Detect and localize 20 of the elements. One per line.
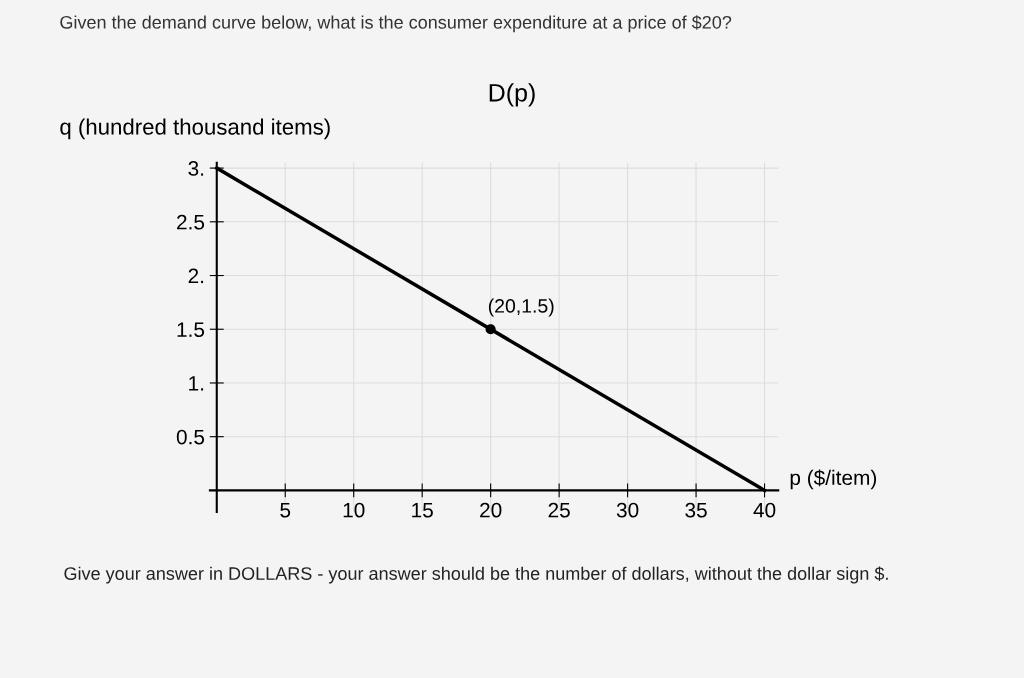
y-axis-title: q (hundred thousand items) — [60, 118, 330, 140]
x-tick-label: 5 — [280, 502, 291, 518]
y-tick-label: 3. — [188, 161, 204, 176]
x-tick-label: 35 — [685, 502, 707, 518]
y-tick-label: 2.5 — [177, 214, 205, 230]
x-tick-label: 30 — [616, 502, 639, 518]
y-tick-label: 2. — [188, 268, 204, 284]
x-tick-label: 40 — [753, 502, 776, 518]
chart-subtitle: D(p) — [489, 83, 535, 107]
x-tick-label: 25 — [548, 502, 570, 518]
text: Give your answer in DOLLARS - your answer should be the number of dollars, without the dollar sign $. — [64, 566, 888, 584]
y-tick-label: 0.5 — [176, 429, 205, 445]
x-tick-label: 20 — [480, 502, 502, 518]
y-tick-label: 1. — [189, 376, 204, 391]
x-axis-title: p ($/item) — [790, 469, 877, 490]
x-tick-label: 15 — [412, 502, 433, 518]
x-tick-label: 10 — [343, 502, 365, 518]
annotation: (20,1.5) — [488, 298, 554, 317]
y-tick-label: 1.5 — [177, 322, 205, 337]
chart-title: Given the demand curve below, what is the consumer expenditure at a price of $20? — [60, 15, 732, 33]
